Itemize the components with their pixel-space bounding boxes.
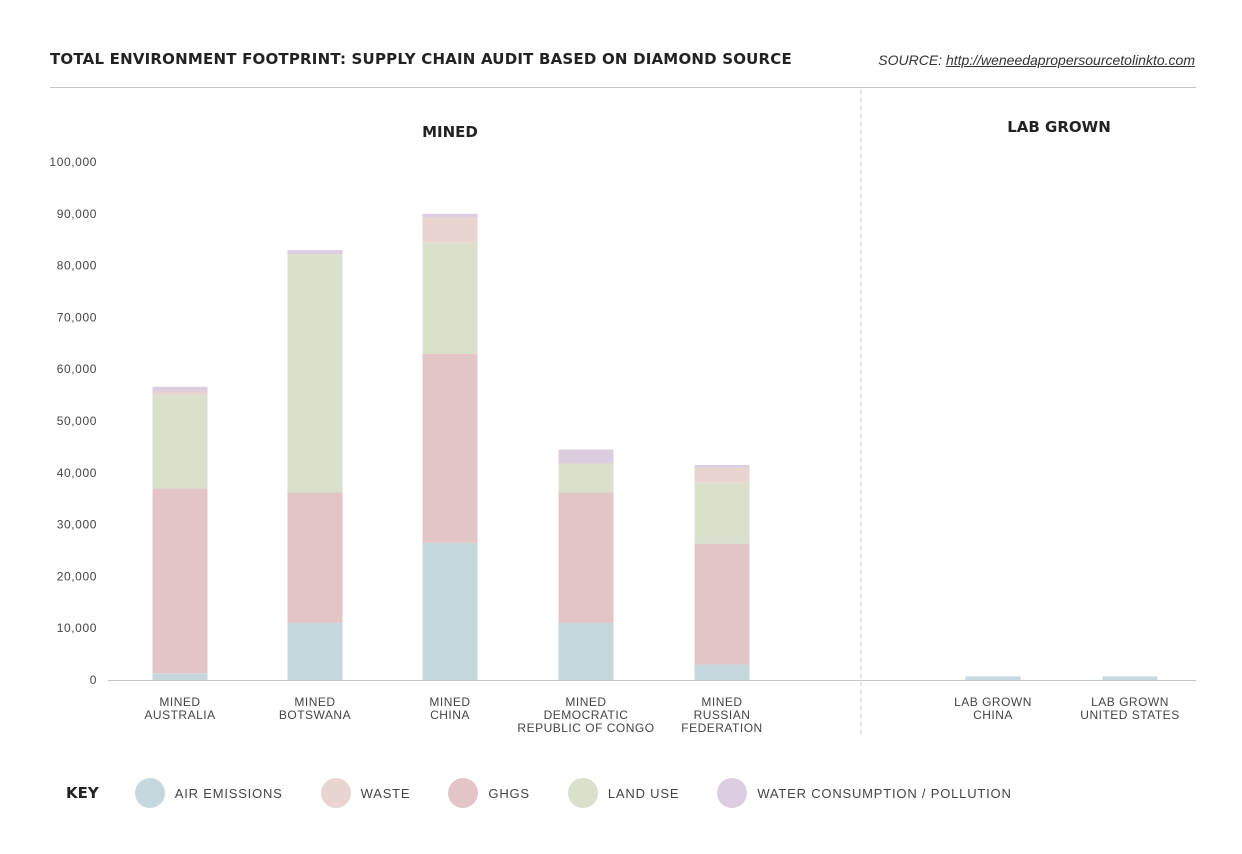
y-tick-label: 0 (90, 673, 97, 687)
y-tick-label: 90,000 (57, 207, 97, 221)
y-tick-label: 50,000 (57, 414, 97, 428)
legend-swatch (320, 778, 351, 808)
category-label: LAB GROWN (1091, 695, 1169, 709)
category-label: BOTSWANA (279, 708, 351, 722)
legend-label: WATER CONSUMPTION / POLLUTION (757, 785, 1012, 801)
legend-swatch (717, 778, 748, 808)
bar-segment (287, 250, 343, 255)
bar-segment (694, 664, 750, 680)
y-tick-label: 100,000 (49, 155, 97, 169)
bar-segment (422, 242, 478, 354)
legend-swatch (134, 778, 165, 808)
category-label: MINED (159, 695, 200, 709)
category-label: CHINA (973, 708, 1013, 722)
legend-item: WATER CONSUMPTION / POLLUTION (717, 778, 1011, 808)
legend-label: WASTE (360, 785, 411, 801)
legend-label: LAND USE (607, 785, 680, 801)
bar-segment (152, 395, 208, 489)
category-label: RUSSIAN (694, 708, 751, 722)
legend-item: GHGS (448, 778, 529, 808)
legend-item: WASTE (320, 778, 411, 808)
group-label: LAB GROWN (1007, 118, 1111, 136)
bar-segment (694, 482, 750, 544)
chart-title: TOTAL ENVIRONMENT FOOTPRINT: SUPPLY CHAI… (50, 50, 792, 68)
bar-segment (422, 217, 478, 243)
bar-segment (1102, 676, 1158, 680)
category-label: UNITED STATES (1080, 708, 1179, 722)
bar-segment (558, 463, 614, 493)
y-tick-label: 80,000 (57, 259, 97, 273)
category-label: MINED (294, 695, 335, 709)
category-label: MINED (565, 695, 606, 709)
legend-label: GHGS (488, 785, 530, 801)
y-tick-label: 60,000 (57, 362, 97, 376)
legend: KEY AIR EMISSIONS WASTE GHGS LAND USE WATER … (66, 778, 1050, 808)
legend-item: LAND USE (567, 778, 680, 808)
legend-title: KEY (66, 784, 99, 802)
bar-segment (558, 623, 614, 680)
bar-segment (287, 623, 343, 680)
bar-segment (558, 449, 614, 464)
legend-label: AIR EMISSIONS (174, 785, 283, 801)
bar-segment (422, 213, 478, 218)
bar-segment (152, 391, 208, 396)
y-tick-label: 20,000 (57, 569, 97, 583)
source-link[interactable]: http://weneedapropersourcetolinkto.com (945, 52, 1195, 68)
legend-item: AIR EMISSIONS (134, 778, 283, 808)
category-label: DEMOCRATIC (544, 708, 629, 722)
category-label: MINED (701, 695, 742, 709)
bar-segment (152, 673, 208, 680)
legend-swatch (448, 778, 479, 808)
bar-segment (558, 492, 614, 624)
source-prefix: SOURCE: (878, 52, 943, 68)
bar-segment (694, 543, 750, 665)
bar-segment (965, 676, 1021, 680)
category-label: LAB GROWN (954, 695, 1032, 709)
y-tick-label: 70,000 (57, 310, 97, 324)
bar-segment (694, 467, 750, 483)
group-label: MINED (422, 123, 478, 141)
header-divider (50, 87, 1196, 88)
bar-segment (152, 488, 208, 674)
bar-segment (287, 492, 343, 624)
source-note: SOURCE: http://weneedapropersourcetolink… (878, 52, 1195, 68)
stacked-bar-chart: 0 10,000 20,000 30,000 40,000 50,000 60,000 70,… (49, 90, 1196, 735)
category-label: REPUBLIC OF CONGO (517, 721, 654, 735)
category-label: AUSTRALIA (144, 708, 215, 722)
y-tick-label: 40,000 (57, 466, 97, 480)
category-label: FEDERATION (681, 721, 762, 735)
bar-segment (152, 386, 208, 392)
y-tick-label: 10,000 (57, 621, 97, 635)
category-label: MINED (429, 695, 470, 709)
bar-segment (694, 465, 750, 468)
bar-segment (422, 542, 478, 680)
bar-segment (287, 254, 343, 493)
legend-swatch (567, 778, 598, 808)
y-tick-label: 30,000 (57, 518, 97, 532)
category-label: CHINA (430, 708, 470, 722)
bar-segment (422, 353, 478, 543)
